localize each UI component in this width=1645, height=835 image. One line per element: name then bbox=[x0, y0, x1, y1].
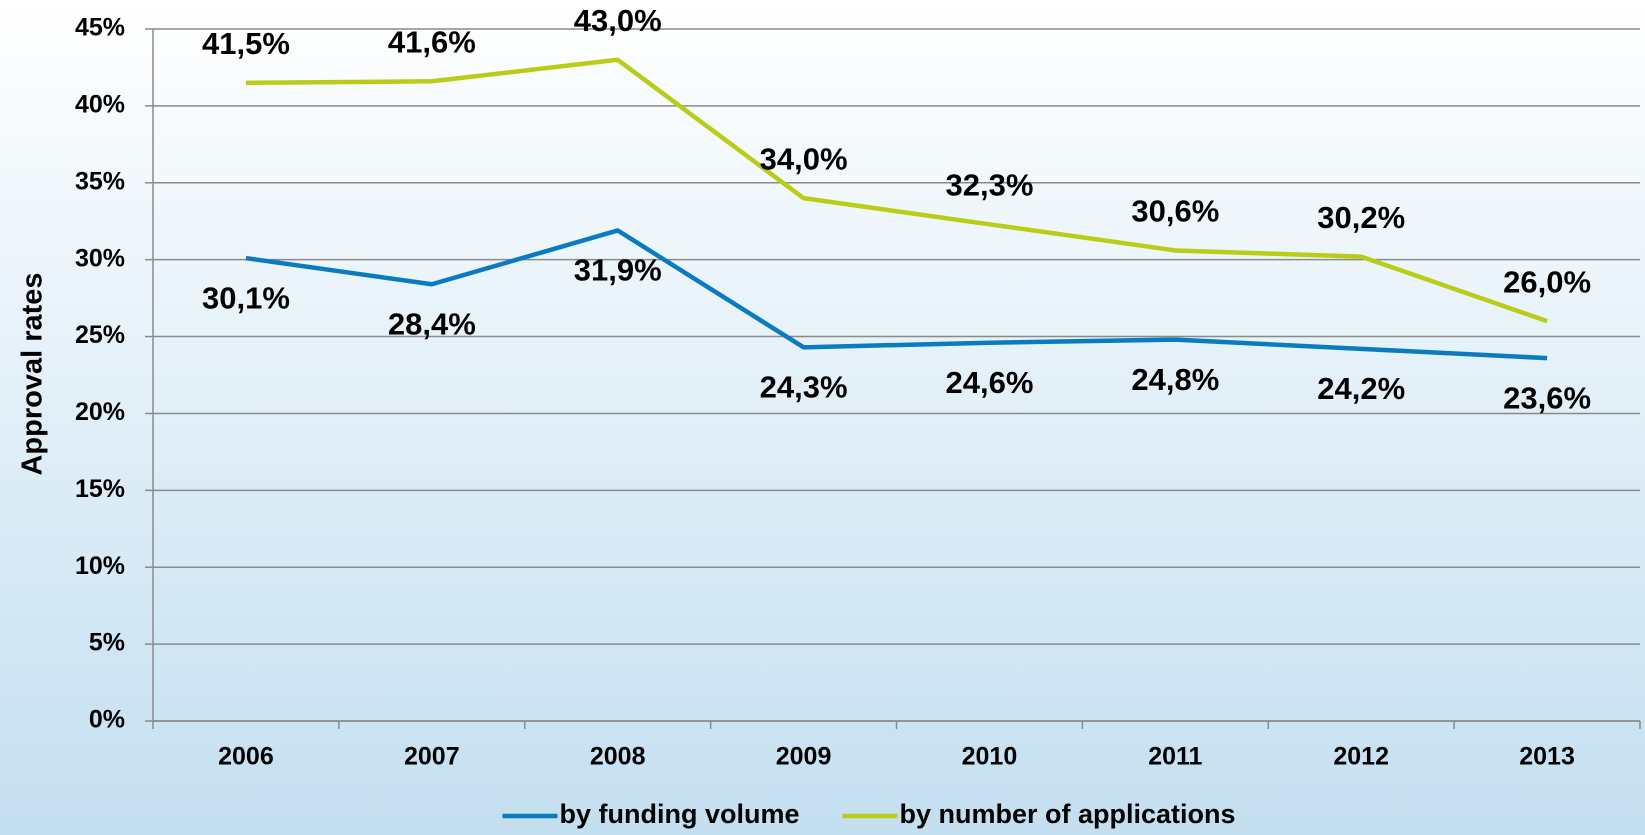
y-tick-label: 45% bbox=[75, 14, 125, 42]
y-tick-label: 25% bbox=[75, 321, 125, 349]
y-tick-label: 10% bbox=[75, 552, 125, 580]
x-tick-label: 2007 bbox=[404, 743, 460, 771]
y-tick-label: 20% bbox=[75, 398, 125, 426]
data-label: 30,6% bbox=[1131, 194, 1219, 229]
data-label: 23,6% bbox=[1503, 380, 1591, 415]
y-tick-label: 40% bbox=[75, 90, 125, 118]
series-line bbox=[245, 57, 1548, 324]
y-axis-title: Approval rates bbox=[17, 272, 49, 475]
data-label: 30,2% bbox=[1317, 200, 1405, 235]
x-tick-label: 2010 bbox=[962, 743, 1018, 771]
data-label: 24,3% bbox=[760, 370, 848, 405]
series-line bbox=[245, 228, 1548, 361]
x-tick-label: 2012 bbox=[1333, 743, 1389, 771]
y-tick-label: 35% bbox=[75, 167, 125, 195]
data-label: 32,3% bbox=[945, 167, 1033, 202]
x-tick-label: 2013 bbox=[1519, 743, 1575, 771]
data-label: 24,2% bbox=[1317, 371, 1405, 406]
data-label: 24,6% bbox=[945, 365, 1033, 400]
data-label: 24,8% bbox=[1131, 362, 1219, 397]
legend-label: by funding volume bbox=[560, 799, 800, 829]
data-label: 41,5% bbox=[202, 26, 290, 61]
y-tick-label: 30% bbox=[75, 244, 125, 272]
data-label: 30,1% bbox=[202, 280, 290, 315]
data-label: 34,0% bbox=[760, 141, 848, 176]
x-tick-label: 2008 bbox=[590, 743, 646, 771]
x-tick-label: 2011 bbox=[1148, 743, 1202, 771]
data-label: 28,4% bbox=[388, 306, 476, 341]
data-label: 41,6% bbox=[388, 24, 476, 59]
data-label: 31,9% bbox=[574, 253, 662, 288]
y-tick-label: 5% bbox=[89, 629, 125, 657]
data-label: 26,0% bbox=[1503, 264, 1591, 299]
y-tick-label: 15% bbox=[75, 475, 125, 503]
x-tick-label: 2006 bbox=[218, 743, 274, 771]
x-tick-label: 2009 bbox=[776, 743, 832, 771]
legend-label: by number of applications bbox=[900, 799, 1236, 829]
y-tick-label: 0% bbox=[89, 706, 125, 734]
data-label: 43,0% bbox=[574, 3, 662, 38]
